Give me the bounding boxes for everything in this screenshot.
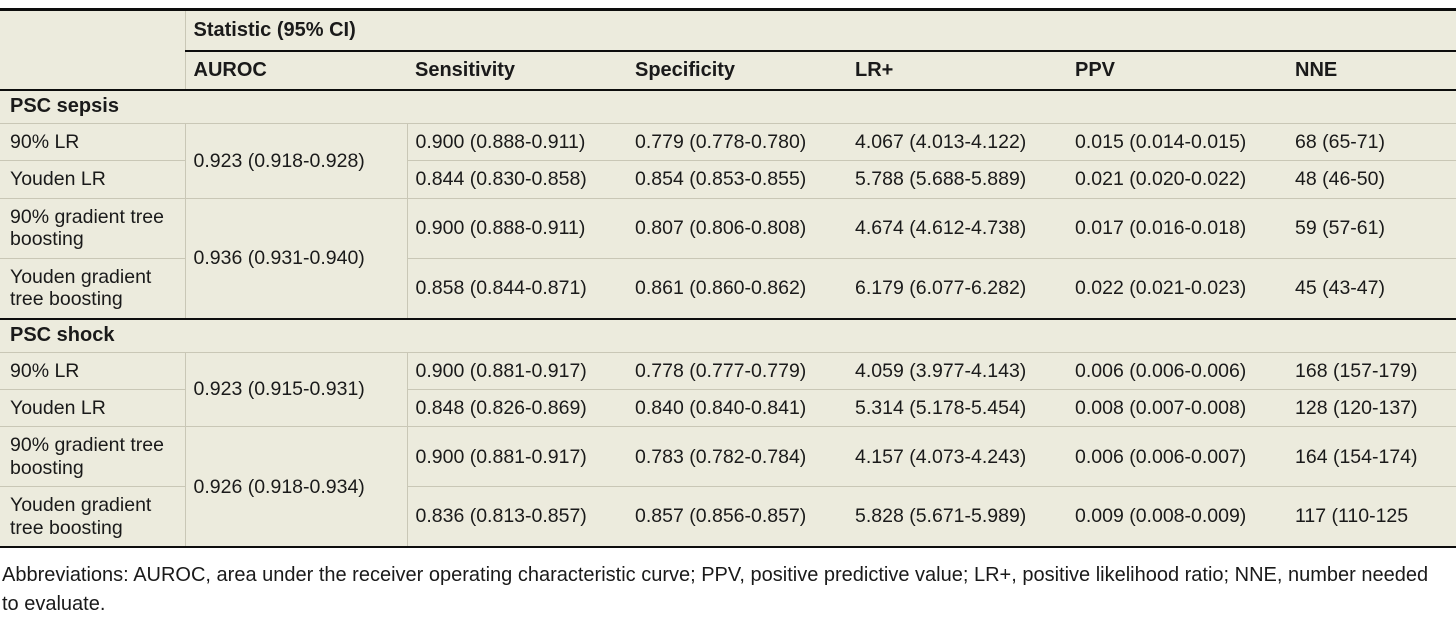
ppv-cell: 0.006 (0.006-0.007) xyxy=(1067,426,1287,487)
row-label: 90% LR xyxy=(0,122,185,161)
sensitivity-cell: 0.900 (0.881-0.917) xyxy=(407,351,627,390)
specificity-cell: 0.783 (0.782-0.784) xyxy=(627,426,847,487)
lr-plus-cell: 5.828 (5.671-5.989) xyxy=(847,486,1067,548)
sensitivity-cell: 0.900 (0.881-0.917) xyxy=(407,426,627,487)
row-label: Youden LR xyxy=(0,388,185,427)
ppv-cell: 0.009 (0.008-0.009) xyxy=(1067,486,1287,548)
col-header-auroc: AUROC xyxy=(184,51,407,91)
table-section: PSC shock 90% LR 0.923 (0.915-0.931) 0.900 … xyxy=(0,317,1456,548)
lr-plus-cell: 5.314 (5.178-5.454) xyxy=(847,388,1067,427)
sensitivity-cell: 0.844 (0.830-0.858) xyxy=(407,160,627,199)
col-header-sensitivity: Sensitivity xyxy=(407,51,627,91)
row-label: 90% gradient tree boosting xyxy=(0,197,185,259)
section-title: PSC sepsis xyxy=(0,89,1456,124)
table-header: Statistic (95% CI) AUROC Sensitivity Spe… xyxy=(0,9,1456,91)
table-row: 90% LR 0.923 (0.915-0.931) 0.900 (0.881-0.… xyxy=(0,351,1456,427)
table-row: 90% gradient tree boosting 0.936 (0.931-0… xyxy=(0,197,1456,319)
auroc-cell: 0.923 (0.918-0.928) xyxy=(184,123,408,199)
sensitivity-cell: 0.836 (0.813-0.857) xyxy=(407,486,627,548)
specificity-cell: 0.778 (0.777-0.779) xyxy=(627,351,847,390)
table-section: PSC sepsis 90% LR 0.923 (0.918-0.928) 0.900… xyxy=(0,89,1456,319)
specificity-cell: 0.854 (0.853-0.855) xyxy=(627,160,847,199)
specificity-cell: 0.857 (0.856-0.857) xyxy=(627,486,847,548)
footnote-line-2: to evaluate. xyxy=(2,593,106,616)
table-row: Youden gradient tree boosting 0.836 (0.81… xyxy=(0,486,1456,548)
nne-cell: 45 (43-47) xyxy=(1287,257,1456,319)
specificity-cell: 0.779 (0.778-0.780) xyxy=(627,122,847,161)
table-row: Youden LR 0.844 (0.830-0.858) 0.854 (0.853… xyxy=(0,160,1456,199)
span-header-row: Statistic (95% CI) xyxy=(0,9,1456,52)
footnote-line-1: Abbreviations: AUROC, area under the rec… xyxy=(2,564,1429,587)
lr-plus-cell: 4.674 (4.612-4.738) xyxy=(847,197,1067,259)
lr-plus-cell: 4.059 (3.977-4.143) xyxy=(847,351,1067,390)
sensitivity-cell: 0.848 (0.826-0.869) xyxy=(407,388,627,427)
table-row: 90% gradient tree boosting 0.926 (0.918-0… xyxy=(0,426,1456,548)
specificity-cell: 0.807 (0.806-0.808) xyxy=(627,197,847,259)
ppv-cell: 0.008 (0.007-0.008) xyxy=(1067,388,1287,427)
row-label: Youden gradient tree boosting xyxy=(0,486,185,548)
lr-plus-cell: 4.067 (4.013-4.122) xyxy=(847,122,1067,161)
col-header-lr-plus: LR+ xyxy=(847,51,1067,91)
lr-plus-cell: 6.179 (6.077-6.282) xyxy=(847,257,1067,319)
section-title: PSC shock xyxy=(0,317,1456,353)
row-label: 90% LR xyxy=(0,351,185,390)
nne-cell: 168 (157-179) xyxy=(1287,351,1456,390)
row-label: Youden gradient tree boosting xyxy=(0,257,185,319)
table-row: Youden LR 0.848 (0.826-0.869) 0.840 (0.840… xyxy=(0,388,1456,427)
section-header-row: PSC sepsis xyxy=(0,89,1456,124)
statistics-table: Statistic (95% CI) AUROC Sensitivity Spe… xyxy=(0,8,1456,549)
auroc-cell: 0.936 (0.931-0.940) xyxy=(184,197,408,319)
sensitivity-cell: 0.858 (0.844-0.871) xyxy=(407,257,627,319)
row-label: Youden LR xyxy=(0,160,185,199)
nne-cell: 48 (46-50) xyxy=(1287,160,1456,199)
sensitivity-cell: 0.900 (0.888-0.911) xyxy=(407,197,627,259)
col-header-ppv: PPV xyxy=(1067,51,1287,91)
ppv-cell: 0.021 (0.020-0.022) xyxy=(1067,160,1287,199)
column-header-row: AUROC Sensitivity Specificity LR+ PPV NN… xyxy=(0,51,1456,91)
ppv-cell: 0.022 (0.021-0.023) xyxy=(1067,257,1287,319)
nne-cell: 164 (154-174) xyxy=(1287,426,1456,487)
ppv-cell: 0.006 (0.006-0.006) xyxy=(1067,351,1287,390)
row-label: 90% gradient tree boosting xyxy=(0,426,185,487)
nne-cell: 59 (57-61) xyxy=(1287,197,1456,259)
nne-cell: 68 (65-71) xyxy=(1287,122,1456,161)
specificity-cell: 0.840 (0.840-0.841) xyxy=(627,388,847,427)
header-corner-cell xyxy=(0,51,185,91)
header-corner-cell xyxy=(0,10,185,52)
specificity-cell: 0.861 (0.860-0.862) xyxy=(627,257,847,319)
auroc-cell: 0.926 (0.918-0.934) xyxy=(184,426,408,548)
ppv-cell: 0.015 (0.014-0.015) xyxy=(1067,122,1287,161)
nne-cell: 128 (120-137) xyxy=(1287,388,1456,427)
col-header-specificity: Specificity xyxy=(627,51,847,91)
ppv-cell: 0.017 (0.016-0.018) xyxy=(1067,197,1287,259)
sensitivity-cell: 0.900 (0.888-0.911) xyxy=(407,122,627,161)
auroc-cell: 0.923 (0.915-0.931) xyxy=(184,351,408,427)
section-header-row: PSC shock xyxy=(0,317,1456,353)
span-header-label: Statistic (95% CI) xyxy=(184,9,1456,52)
lr-plus-cell: 4.157 (4.073-4.243) xyxy=(847,426,1067,487)
col-header-nne: NNE xyxy=(1287,51,1456,91)
table-row: 90% LR 0.923 (0.918-0.928) 0.900 (0.888-0.… xyxy=(0,122,1456,199)
nne-cell: 117 (110-125 xyxy=(1287,486,1456,548)
footnote: Abbreviations: AUROC, area under the rec… xyxy=(0,548,1456,619)
table-row: Youden gradient tree boosting 0.858 (0.84… xyxy=(0,257,1456,319)
lr-plus-cell: 5.788 (5.688-5.889) xyxy=(847,160,1067,199)
